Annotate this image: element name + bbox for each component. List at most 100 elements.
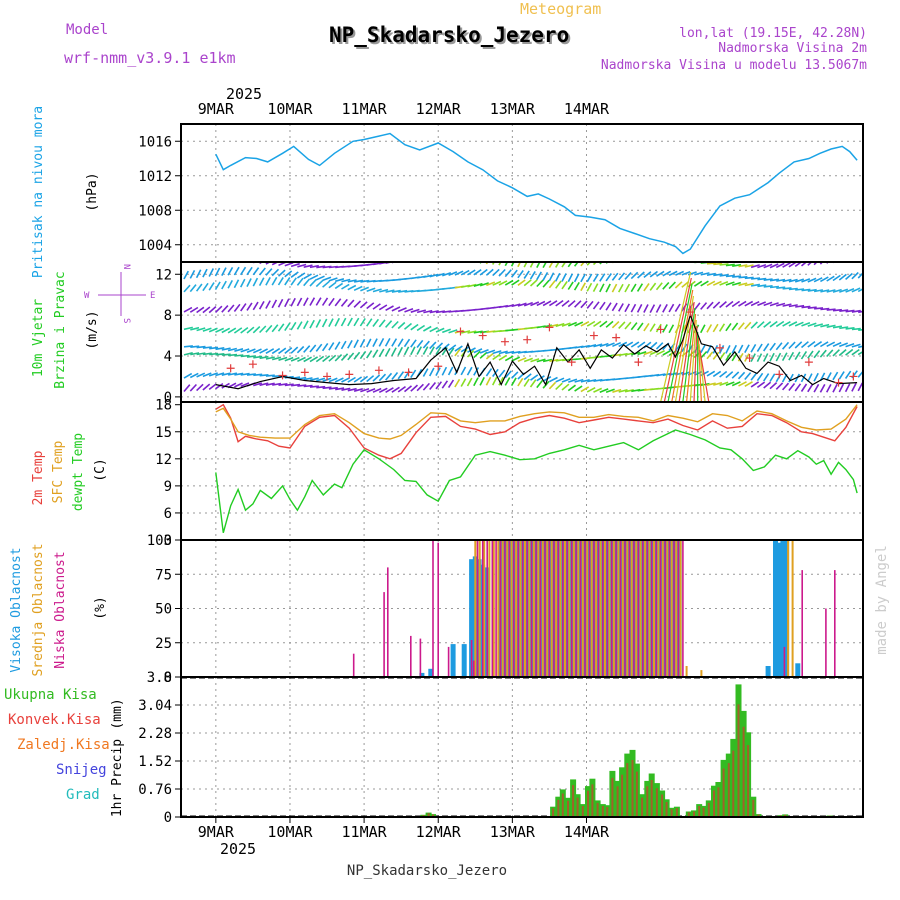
wind-barb — [422, 382, 430, 391]
bottom-day-label: 12MAR — [416, 823, 462, 841]
wind-barb — [618, 389, 628, 393]
wind-barb — [309, 356, 319, 363]
wind-barb — [422, 368, 429, 377]
mid-cloud-bar — [550, 540, 553, 677]
wind-barb — [542, 279, 550, 288]
mid-cloud-bar — [599, 540, 602, 677]
page-title: NP_Skadarsko_Jezero — [329, 23, 569, 47]
wind-barb — [662, 281, 670, 290]
wind-barb — [851, 348, 860, 356]
temperature-plot-area — [215, 403, 858, 533]
wind-barb — [643, 350, 653, 356]
high-cloud-bar — [773, 540, 778, 677]
wind-barb — [316, 385, 326, 389]
wind-barb — [473, 269, 482, 276]
wind-barb — [195, 269, 202, 279]
wind-barb — [775, 262, 785, 269]
wind-barb — [542, 358, 553, 363]
wind-barb — [625, 262, 626, 263]
wind-barb — [233, 266, 240, 276]
wind-barb — [605, 273, 612, 282]
wind-barb — [353, 317, 360, 327]
wind-gust-marker — [804, 358, 813, 367]
credit: made by Angel — [874, 545, 890, 655]
mid-cloud-bar — [564, 540, 566, 677]
conv-precip-bar — [616, 786, 619, 817]
wind-barb — [782, 303, 792, 307]
wind-barb — [334, 282, 344, 290]
wind-barb — [290, 346, 299, 354]
wind-barb — [807, 350, 814, 359]
wind-barb — [605, 302, 612, 311]
wind-barb — [303, 273, 312, 280]
low-cloud-bar — [473, 660, 475, 677]
wind-barb — [372, 318, 380, 327]
mid-cloud-bar — [568, 540, 571, 677]
conv-precip-bar — [427, 813, 430, 817]
high-cloud-bar — [461, 644, 467, 677]
wind-units: (m/s) — [85, 310, 100, 349]
wind-barb — [384, 348, 391, 357]
compass-east: E — [150, 291, 155, 301]
t2m-label: 2m Temp — [31, 450, 46, 505]
wind-barb — [763, 285, 773, 288]
wind-barb — [504, 370, 512, 379]
wind-barb — [718, 352, 726, 361]
wind-barb — [800, 373, 807, 383]
wind-barb — [744, 372, 752, 381]
wind-barb — [372, 303, 381, 310]
wind-barb — [795, 304, 805, 308]
wind-barb — [706, 324, 713, 333]
wind-barb — [227, 267, 234, 276]
wind-barb — [435, 367, 441, 376]
wind-barb — [196, 327, 206, 332]
wind-barb — [309, 279, 317, 287]
bottom-day-label: 9MAR — [198, 823, 235, 841]
wind-barb — [227, 347, 237, 352]
conv-precip-bar — [552, 808, 555, 817]
wind-barb — [504, 279, 514, 286]
wind-barb — [845, 342, 855, 348]
wind-barb — [360, 286, 370, 292]
mid-cloud-bar — [621, 540, 624, 677]
low-cloud-bar — [526, 540, 528, 677]
wind-barb — [844, 370, 852, 379]
mid-cloud-bar — [595, 540, 598, 677]
wind-barb — [756, 321, 765, 329]
conv-precip-bar — [693, 811, 695, 817]
wind-barb — [341, 377, 350, 383]
wind-barb — [498, 262, 502, 266]
wind-barb — [209, 253, 214, 260]
wind-barb — [549, 323, 559, 328]
wind-barb — [737, 322, 745, 331]
conv-precip-bar — [606, 807, 609, 817]
conv-precip-bar — [596, 802, 599, 817]
wind-barb — [788, 321, 798, 327]
wind-barb — [788, 373, 794, 383]
high-cloud-label: Visoka Oblacnost — [9, 547, 24, 672]
wind-barb — [675, 260, 684, 261]
wind-barb — [397, 307, 407, 313]
wind-barb — [637, 341, 646, 349]
wind-barb — [781, 341, 790, 350]
wind-barb — [712, 301, 721, 309]
wind-barb — [819, 384, 826, 393]
clouds-tick-label: 0 — [164, 670, 172, 686]
wind-barb — [700, 350, 708, 359]
low-cloud-bar — [521, 540, 524, 677]
wind-barb — [732, 263, 742, 267]
wind-barb — [454, 348, 462, 357]
wind-barb — [303, 278, 311, 287]
wind-barb — [689, 319, 697, 402]
wind-barb — [227, 372, 238, 376]
wind-barb — [801, 288, 811, 292]
wind-barb — [820, 323, 830, 328]
wind-barb — [794, 262, 803, 268]
wind-barb — [643, 304, 649, 313]
wind-barb — [202, 372, 212, 378]
wind-barb — [397, 338, 404, 347]
conv-precip-bar — [784, 814, 787, 817]
wind-barb — [744, 321, 752, 330]
wind-barb — [340, 317, 347, 327]
temperature-tick-label: 15 — [155, 425, 172, 441]
